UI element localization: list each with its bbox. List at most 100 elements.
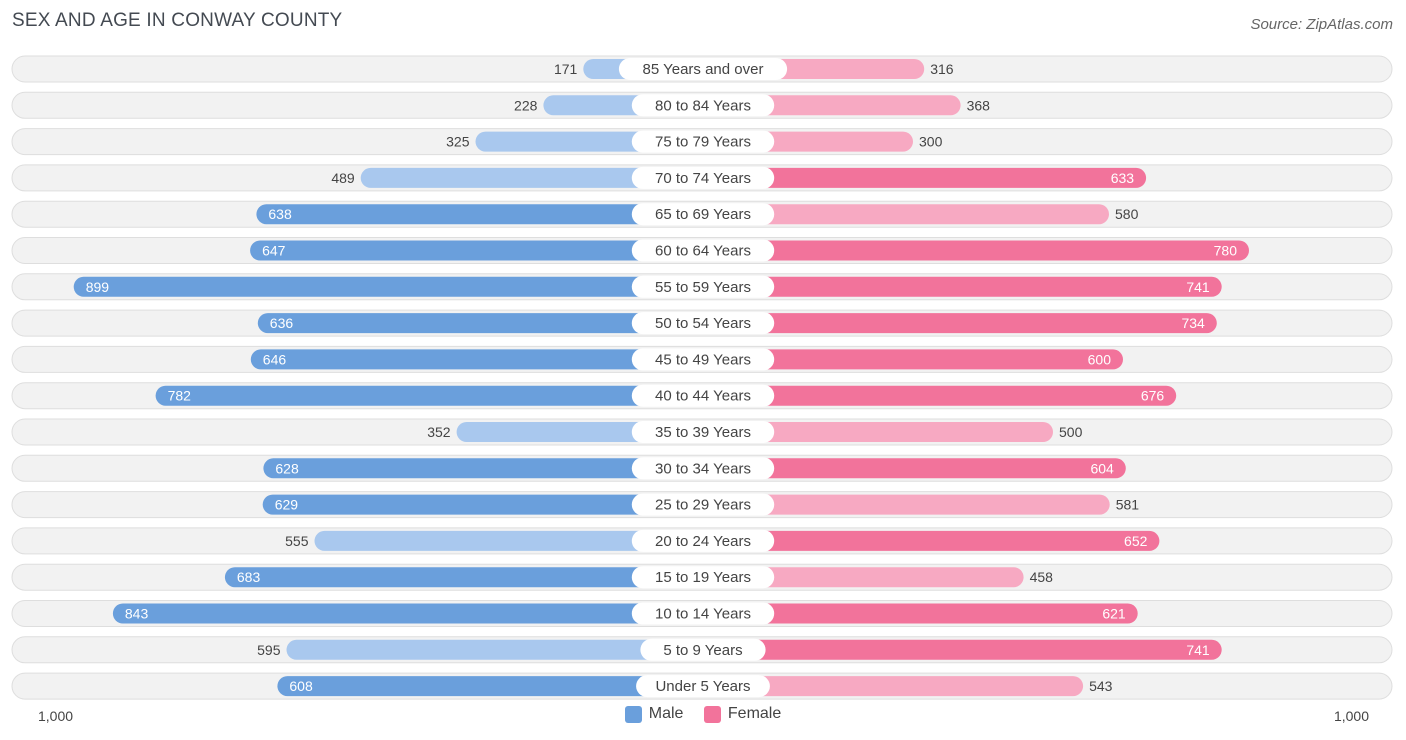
female-value-label: 604	[1090, 460, 1114, 476]
category-label: 5 to 9 Years	[663, 642, 742, 659]
male-value-label: 608	[289, 678, 313, 694]
female-bar	[703, 603, 1138, 624]
category-pill	[631, 275, 775, 298]
male-value-label: 629	[275, 497, 299, 513]
male-value-label: 228	[514, 97, 538, 113]
chart-row: 636 734 50 to 54 Years	[11, 309, 1393, 337]
chart-row: 899 741 55 to 59 Years	[11, 273, 1393, 301]
female-bar	[703, 639, 1222, 660]
female-bar	[703, 494, 1110, 515]
female-value-label: 300	[919, 134, 943, 150]
male-value-label: 325	[446, 134, 470, 150]
chart-row: 647 780 60 to 64 Years	[11, 237, 1393, 264]
female-value-label: 734	[1181, 315, 1205, 331]
female-value-label: 741	[1186, 642, 1210, 658]
population-pyramid-chart: 171 316 85 Years and over 228 368 80 to 84 Ye…	[11, 55, 1393, 700]
male-bar	[286, 639, 703, 660]
female-value-label: 500	[1059, 424, 1083, 440]
female-value-label: 458	[1030, 569, 1054, 585]
female-value-label: 600	[1088, 351, 1112, 367]
female-bar	[703, 567, 1024, 588]
female-value-label: 543	[1089, 678, 1113, 694]
male-value-label: 595	[257, 642, 281, 658]
category-label: 10 to 14 Years	[655, 606, 751, 623]
chart-row: 638 580 65 to 69 Years	[11, 200, 1393, 228]
chart-row: 325 300 75 to 79 Years	[11, 128, 1393, 156]
chart-row: 228 368 80 to 84 Years	[11, 91, 1393, 119]
chart-row: 171 316 85 Years and over	[11, 55, 1393, 83]
male-value-label: 782	[168, 388, 192, 404]
chart-row: 555 652 20 to 24 Years	[11, 527, 1393, 555]
female-bar	[703, 204, 1109, 225]
category-label: 35 to 39 Years	[655, 424, 751, 441]
axis-right-label: 1,000	[1333, 708, 1369, 724]
chart-row: 843 621 10 to 14 Years	[11, 600, 1393, 627]
female-bar	[703, 240, 1249, 261]
chart-title: SEX AND AGE IN CONWAY COUNTY	[12, 10, 343, 31]
chart-row: 489 633 70 to 74 Years	[11, 164, 1393, 192]
female-bar	[703, 349, 1123, 370]
legend-male-label: Male	[648, 705, 684, 722]
category-pill	[631, 529, 775, 552]
category-label: 45 to 49 Years	[655, 351, 751, 368]
male-bar	[262, 494, 703, 515]
female-value-label: 676	[1141, 388, 1165, 404]
category-label: 75 to 79 Years	[655, 134, 751, 151]
category-label: 30 to 34 Years	[655, 460, 751, 477]
male-value-label: 899	[86, 279, 110, 295]
category-pill	[631, 602, 775, 625]
chart-row: 782 676 40 to 44 Years	[11, 382, 1393, 410]
category-label: 65 to 69 Years	[655, 206, 751, 223]
chart-row: 683 458 15 to 19 Years	[11, 563, 1393, 591]
category-pill	[631, 348, 775, 371]
male-bar	[112, 603, 703, 624]
male-bar	[155, 385, 704, 406]
female-bar	[703, 276, 1222, 297]
male-value-label: 646	[263, 351, 287, 367]
category-label: 70 to 74 Years	[655, 170, 751, 187]
category-pill	[631, 384, 775, 407]
category-pill	[618, 58, 788, 80]
legend-item-female: Female	[703, 705, 782, 723]
female-value-label: 741	[1186, 279, 1210, 295]
female-value-label: 780	[1214, 243, 1238, 259]
male-value-label: 638	[268, 206, 292, 222]
male-value-label: 171	[554, 61, 578, 77]
category-pill	[636, 675, 770, 698]
category-label: 80 to 84 Years	[655, 97, 751, 114]
category-label: 25 to 29 Years	[655, 497, 751, 514]
category-label: 55 to 59 Years	[655, 279, 751, 296]
category-pill	[640, 638, 766, 661]
male-bar	[224, 567, 703, 588]
female-bar	[703, 167, 1147, 188]
category-label: 60 to 64 Years	[655, 243, 751, 260]
male-bar	[257, 313, 703, 334]
category-label: 85 Years and over	[643, 61, 764, 78]
category-label: 50 to 54 Years	[655, 315, 751, 332]
female-value-label: 581	[1116, 497, 1140, 513]
axis-left-label: 1,000	[38, 708, 74, 724]
chart-row: 595 741 5 to 9 Years	[11, 636, 1393, 664]
category-pill	[631, 166, 775, 189]
chart-row: 608 543 Under 5 Years	[11, 672, 1393, 700]
male-value-label: 555	[285, 533, 309, 549]
female-bar	[703, 385, 1177, 406]
category-pill	[631, 566, 775, 589]
female-bar	[703, 530, 1160, 551]
category-pill	[631, 94, 775, 117]
female-bar	[703, 422, 1053, 442]
male-swatch	[624, 705, 642, 723]
legend: Male Female	[0, 705, 1406, 728]
category-pill	[631, 203, 775, 226]
male-bar	[360, 167, 703, 188]
chart-row: 628 604 30 to 34 Years	[11, 454, 1393, 482]
category-label: 40 to 44 Years	[655, 388, 751, 405]
female-bar	[703, 676, 1084, 697]
category-pill	[631, 457, 775, 480]
female-swatch	[703, 705, 721, 723]
legend-female-label: Female	[727, 705, 782, 722]
category-pill	[631, 239, 775, 262]
male-value-label: 489	[331, 170, 355, 186]
male-bar	[314, 530, 703, 551]
female-value-label: 633	[1111, 170, 1135, 186]
